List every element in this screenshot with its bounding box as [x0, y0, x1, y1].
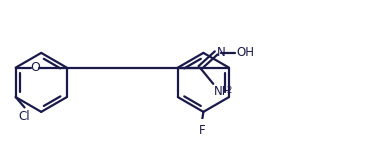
Text: N: N — [217, 46, 226, 59]
Text: 2: 2 — [227, 86, 232, 95]
Text: Cl: Cl — [19, 110, 30, 123]
Text: NH: NH — [214, 85, 232, 98]
Text: OH: OH — [236, 46, 254, 59]
Text: F: F — [199, 124, 205, 137]
Text: O: O — [30, 61, 40, 74]
